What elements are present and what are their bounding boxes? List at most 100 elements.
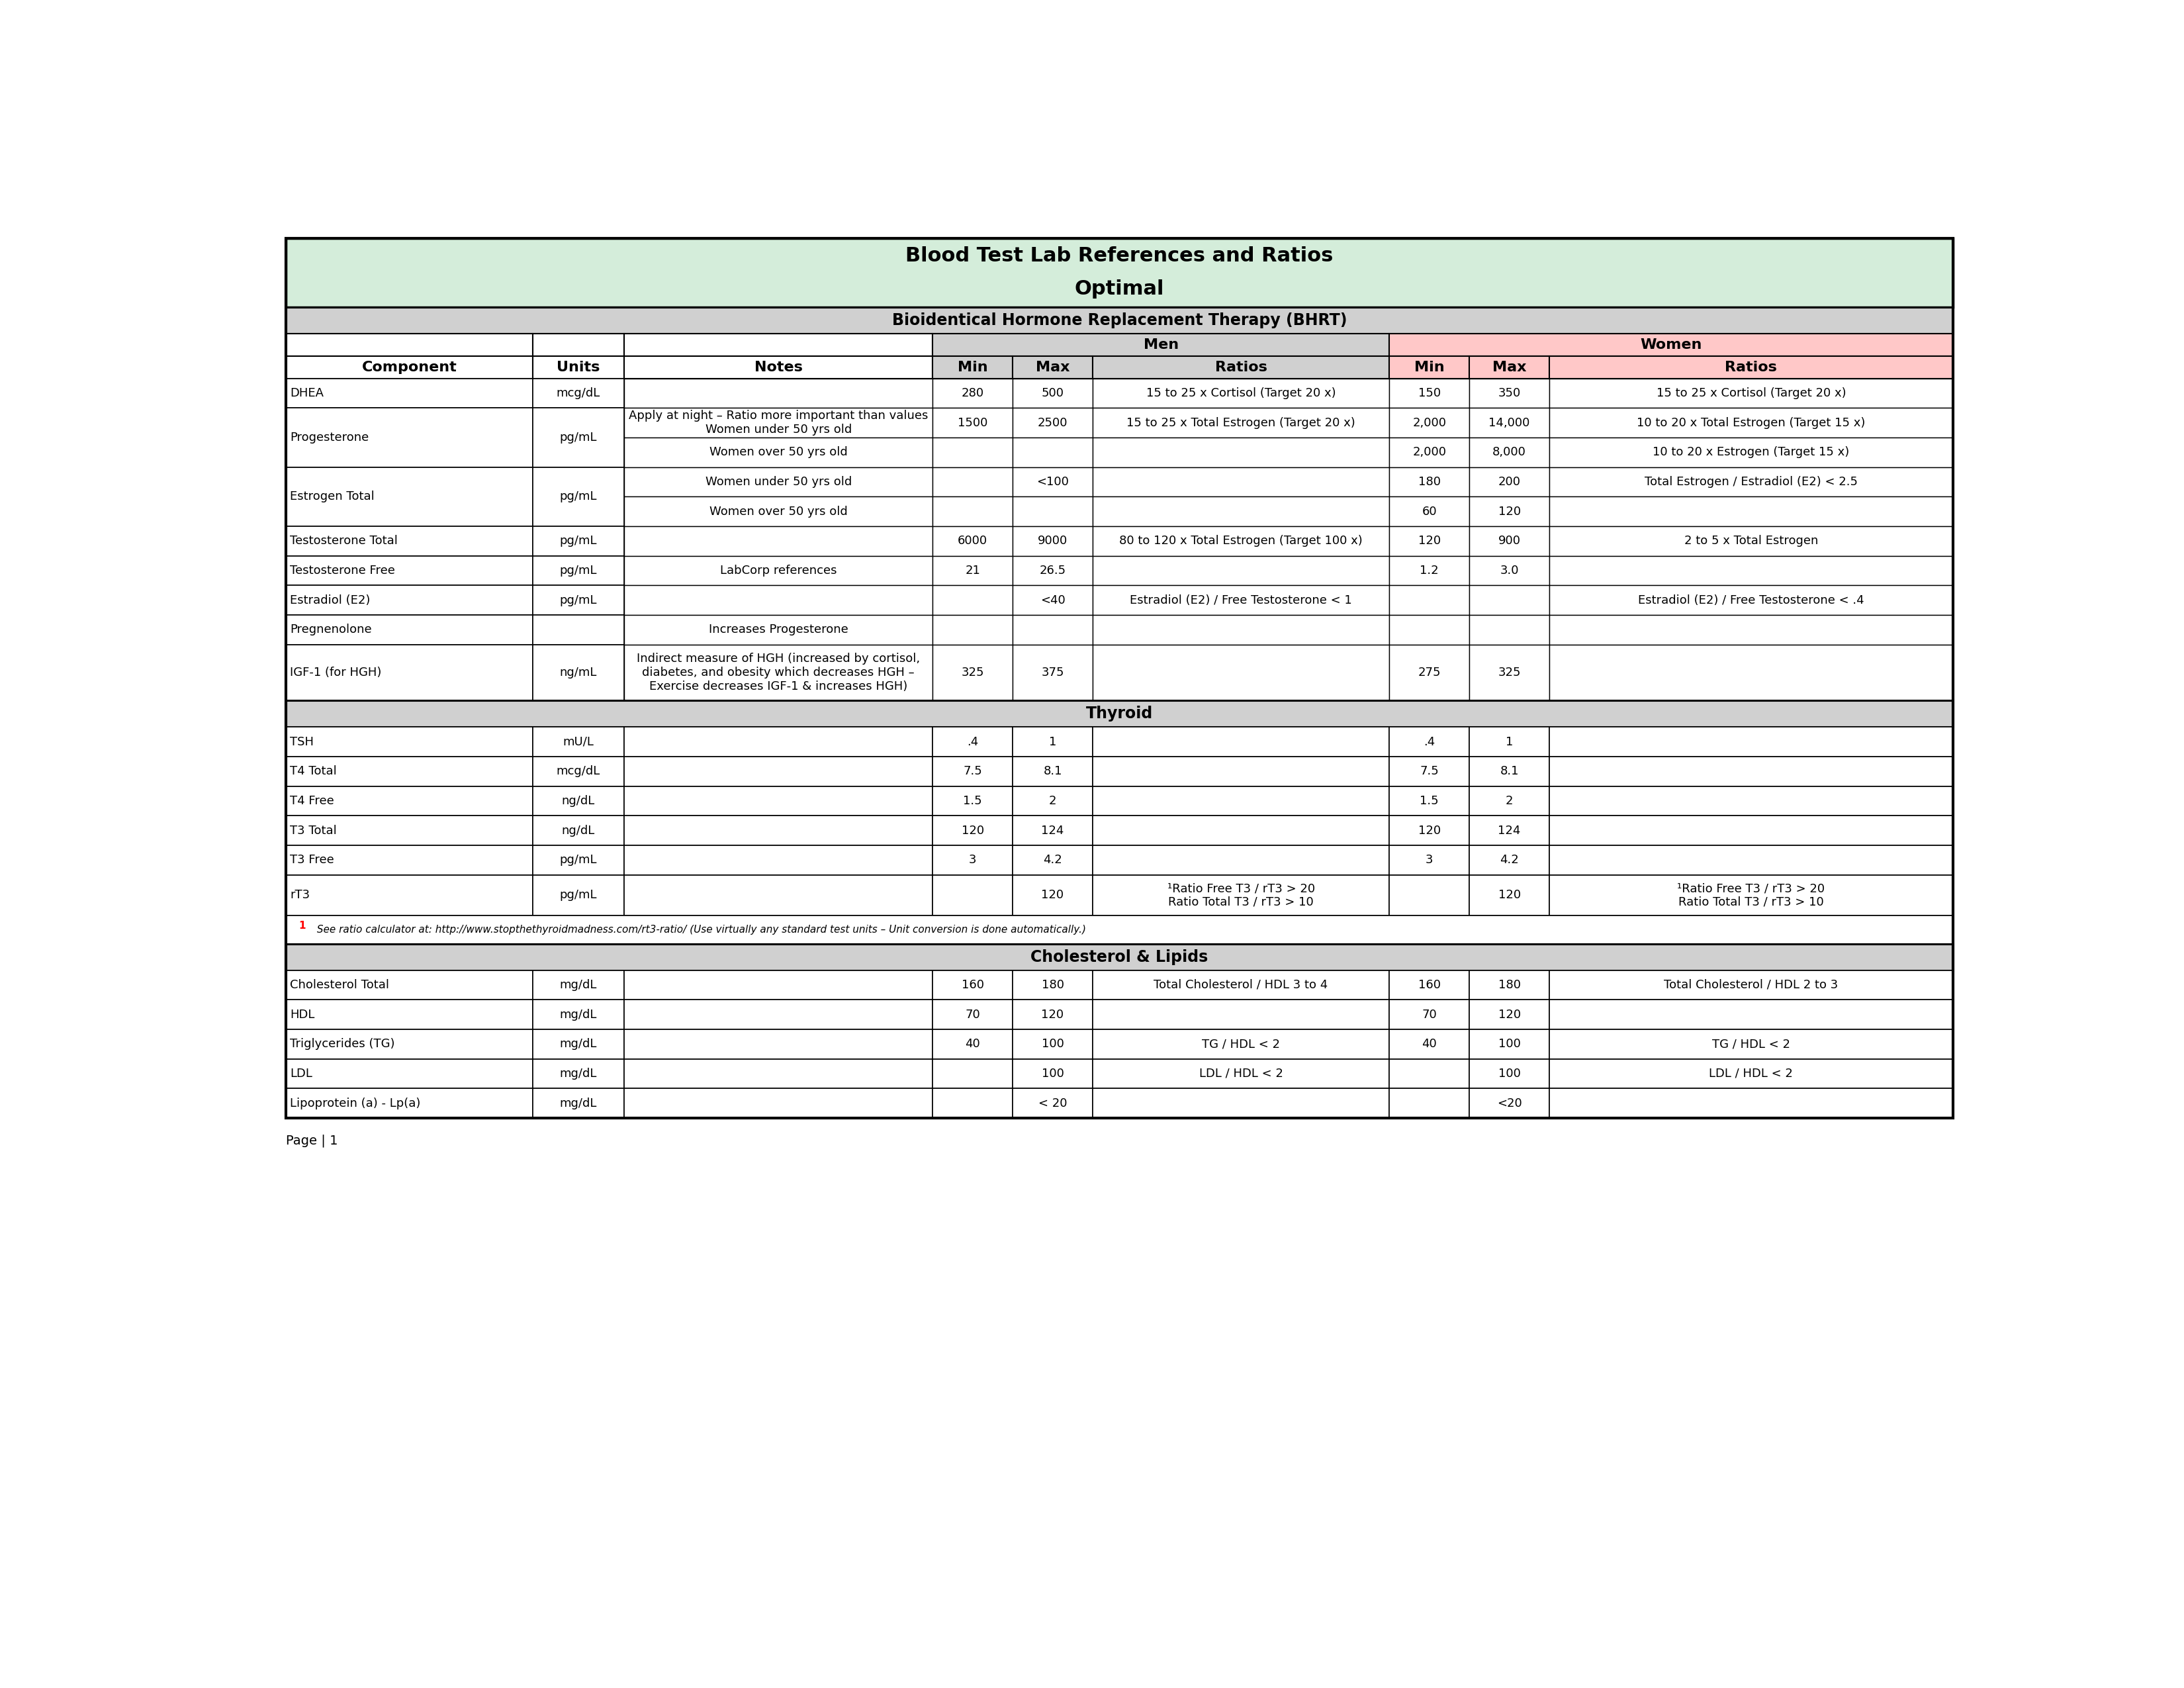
Text: pg/mL: pg/mL (559, 535, 596, 547)
Text: LDL / HDL < 2: LDL / HDL < 2 (1710, 1069, 1793, 1080)
Text: Women under 50 yrs old: Women under 50 yrs old (705, 476, 852, 488)
Text: 2500: 2500 (1037, 417, 1068, 429)
FancyBboxPatch shape (1548, 756, 1952, 787)
FancyBboxPatch shape (286, 999, 533, 1030)
FancyBboxPatch shape (625, 728, 933, 756)
FancyBboxPatch shape (1389, 1058, 1470, 1089)
FancyBboxPatch shape (625, 787, 933, 815)
FancyBboxPatch shape (933, 645, 1013, 701)
FancyBboxPatch shape (1389, 527, 1470, 555)
Text: .4: .4 (968, 736, 978, 748)
FancyBboxPatch shape (1389, 971, 1470, 999)
Text: TG / HDL < 2: TG / HDL < 2 (1712, 1038, 1791, 1050)
FancyBboxPatch shape (625, 468, 933, 496)
FancyBboxPatch shape (933, 586, 1013, 614)
Text: 9000: 9000 (1037, 535, 1068, 547)
FancyBboxPatch shape (1389, 756, 1470, 787)
FancyBboxPatch shape (1389, 356, 1470, 378)
Text: 120: 120 (1042, 890, 1064, 901)
Text: 2: 2 (1505, 795, 1514, 807)
Text: Testosterone Free: Testosterone Free (290, 564, 395, 577)
Text: 280: 280 (961, 387, 985, 398)
FancyBboxPatch shape (1092, 971, 1389, 999)
FancyBboxPatch shape (533, 614, 625, 645)
FancyBboxPatch shape (1470, 1030, 1548, 1058)
Text: Indirect measure of HGH (increased by cortisol,
diabetes, and obesity which decr: Indirect measure of HGH (increased by co… (638, 653, 919, 692)
Text: mcg/dL: mcg/dL (557, 387, 601, 398)
Text: mg/dL: mg/dL (559, 979, 596, 991)
FancyBboxPatch shape (286, 846, 533, 874)
FancyBboxPatch shape (625, 1089, 933, 1117)
FancyBboxPatch shape (933, 728, 1013, 756)
FancyBboxPatch shape (1092, 756, 1389, 787)
FancyBboxPatch shape (625, 334, 933, 356)
Text: pg/mL: pg/mL (559, 854, 596, 866)
FancyBboxPatch shape (1092, 999, 1389, 1030)
Text: 2,000: 2,000 (1413, 446, 1446, 457)
FancyBboxPatch shape (933, 787, 1013, 815)
FancyBboxPatch shape (933, 756, 1013, 787)
FancyBboxPatch shape (286, 1030, 533, 1058)
FancyBboxPatch shape (933, 614, 1013, 645)
Text: Apply at night – Ratio more important than values
Women under 50 yrs old: Apply at night – Ratio more important th… (629, 410, 928, 436)
FancyBboxPatch shape (1389, 1089, 1470, 1117)
FancyBboxPatch shape (1389, 815, 1470, 846)
Text: pg/mL: pg/mL (559, 491, 596, 503)
Text: 3: 3 (1426, 854, 1433, 866)
FancyBboxPatch shape (1013, 496, 1092, 527)
Text: 15 to 25 x Cortisol (Target 20 x): 15 to 25 x Cortisol (Target 20 x) (1655, 387, 1845, 398)
FancyBboxPatch shape (933, 496, 1013, 527)
Text: Women over 50 yrs old: Women over 50 yrs old (710, 446, 847, 457)
Text: 1: 1 (1505, 736, 1514, 748)
FancyBboxPatch shape (533, 378, 625, 408)
FancyBboxPatch shape (1013, 408, 1092, 437)
FancyBboxPatch shape (625, 846, 933, 874)
FancyBboxPatch shape (933, 1089, 1013, 1117)
Text: 100: 100 (1042, 1069, 1064, 1080)
FancyBboxPatch shape (625, 378, 933, 408)
Text: 1: 1 (1048, 736, 1057, 748)
FancyBboxPatch shape (286, 1058, 533, 1089)
FancyBboxPatch shape (1092, 555, 1389, 586)
Text: 160: 160 (961, 979, 983, 991)
Text: 10 to 20 x Total Estrogen (Target 15 x): 10 to 20 x Total Estrogen (Target 15 x) (1636, 417, 1865, 429)
Text: 26.5: 26.5 (1040, 564, 1066, 577)
FancyBboxPatch shape (933, 555, 1013, 586)
Text: ¹Ratio Free T3 / rT3 > 20
Ratio Total T3 / rT3 > 10: ¹Ratio Free T3 / rT3 > 20 Ratio Total T3… (1677, 883, 1826, 908)
FancyBboxPatch shape (1389, 555, 1470, 586)
Text: Thyroid: Thyroid (1085, 706, 1153, 722)
Text: T3 Free: T3 Free (290, 854, 334, 866)
FancyBboxPatch shape (533, 555, 625, 586)
FancyBboxPatch shape (933, 846, 1013, 874)
Text: Women over 50 yrs old: Women over 50 yrs old (710, 505, 847, 518)
FancyBboxPatch shape (1470, 971, 1548, 999)
Text: 900: 900 (1498, 535, 1520, 547)
FancyBboxPatch shape (533, 728, 625, 756)
FancyBboxPatch shape (286, 555, 533, 586)
Text: mcg/dL: mcg/dL (557, 765, 601, 778)
FancyBboxPatch shape (1389, 874, 1470, 915)
FancyBboxPatch shape (533, 586, 625, 614)
Text: mg/dL: mg/dL (559, 1008, 596, 1021)
FancyBboxPatch shape (1092, 437, 1389, 468)
FancyBboxPatch shape (1013, 356, 1092, 378)
FancyBboxPatch shape (1389, 614, 1470, 645)
Text: 375: 375 (1042, 667, 1064, 679)
FancyBboxPatch shape (1470, 846, 1548, 874)
FancyBboxPatch shape (1092, 1089, 1389, 1117)
Text: Cholesterol Total: Cholesterol Total (290, 979, 389, 991)
FancyBboxPatch shape (286, 468, 533, 527)
FancyBboxPatch shape (1470, 756, 1548, 787)
FancyBboxPatch shape (625, 874, 933, 915)
FancyBboxPatch shape (1389, 645, 1470, 701)
FancyBboxPatch shape (933, 527, 1013, 555)
Text: 80 to 120 x Total Estrogen (Target 100 x): 80 to 120 x Total Estrogen (Target 100 x… (1118, 535, 1363, 547)
Text: Lipoprotein (a) - Lp(a): Lipoprotein (a) - Lp(a) (290, 1097, 422, 1109)
FancyBboxPatch shape (533, 1058, 625, 1089)
FancyBboxPatch shape (1548, 1089, 1952, 1117)
FancyBboxPatch shape (1548, 728, 1952, 756)
FancyBboxPatch shape (933, 334, 1389, 356)
FancyBboxPatch shape (933, 999, 1013, 1030)
FancyBboxPatch shape (1470, 408, 1548, 437)
FancyBboxPatch shape (1470, 378, 1548, 408)
